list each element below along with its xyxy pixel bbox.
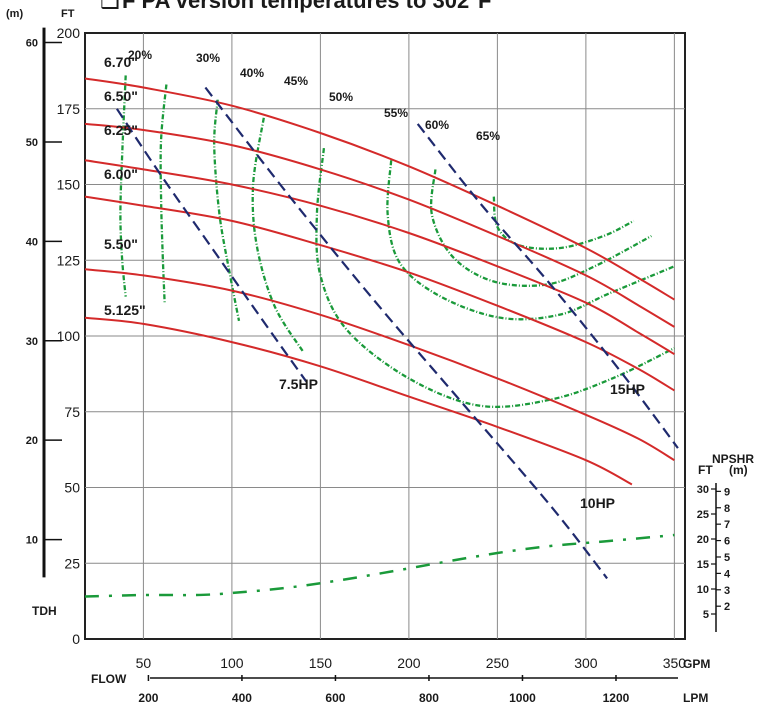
gpm-tick-label: 250 xyxy=(486,655,510,671)
ft-tick-label: 50 xyxy=(64,480,80,496)
ft-tick-label: 150 xyxy=(57,177,81,193)
efficiency-curve xyxy=(315,147,675,409)
efficiency-label: 40% xyxy=(240,66,264,80)
hp-curves xyxy=(115,86,679,580)
meters-axis: 10 20 30 40 50 60 xyxy=(26,27,62,578)
efficiency-label: 30% xyxy=(196,51,220,65)
hp-curve xyxy=(204,86,608,580)
npshr-m-tick-label: 6 xyxy=(724,536,730,548)
gpm-tick-label: 300 xyxy=(574,655,598,671)
impeller-curve xyxy=(84,195,675,392)
efficiency-curve xyxy=(430,169,652,287)
impeller-label: 6.50" xyxy=(104,88,138,104)
impeller-curve xyxy=(84,77,675,301)
npshr-ft-tick-label: 25 xyxy=(697,509,709,521)
npshr-m-tick-label: 8 xyxy=(724,503,730,515)
gpm-tick-label: 150 xyxy=(309,655,333,671)
lpm-tick-label: 600 xyxy=(325,691,345,705)
lpm-tick-label: 1200 xyxy=(603,691,630,705)
impeller-label: 5.125" xyxy=(104,302,146,318)
meters-tick-label: 20 xyxy=(26,435,38,447)
ft-tick-label: 200 xyxy=(57,25,81,41)
ft-tick-label: 0 xyxy=(72,631,80,647)
impeller-label: 6.00" xyxy=(104,166,138,182)
impeller-curves xyxy=(84,77,675,486)
hp-curve xyxy=(416,123,679,449)
npshr-ft-tick-label: 20 xyxy=(697,534,709,546)
efficiency-label: 20% xyxy=(128,48,152,62)
impeller-label: 6.25" xyxy=(104,122,138,138)
efficiency-label: 50% xyxy=(329,90,353,104)
hp-curve xyxy=(115,108,308,383)
npshr-curve xyxy=(84,533,675,598)
npshr-m-tick-label: 3 xyxy=(724,585,730,597)
npshr-m-tick-label: 2 xyxy=(724,601,730,613)
npshr-axis: 5 10 15 20 25 30 2 3 4 5 6 7 8 9 xyxy=(697,483,731,632)
gpm-tick-label: 50 xyxy=(136,655,152,671)
grid-lines xyxy=(85,33,685,639)
tdh-label: TDH xyxy=(32,604,57,618)
impeller-curve xyxy=(84,122,675,328)
hp-label: 7.5HP xyxy=(279,376,318,392)
m-unit-label: (m) xyxy=(6,8,23,20)
ft-unit-label: FT xyxy=(61,8,75,20)
meters-tick-label: 60 xyxy=(26,38,38,50)
impeller-curve xyxy=(84,316,633,486)
efficiency-curve xyxy=(386,160,675,321)
npshr-m-tick-label: 4 xyxy=(724,568,731,580)
impeller-curve xyxy=(84,268,675,462)
curve-labels: 6.70" 6.50" 6.25" 6.00" 5.50" 5.125" 20% 30% 40%… xyxy=(104,48,645,511)
npshr-ft-tick-label: 5 xyxy=(703,609,709,621)
hp-label: 15HP xyxy=(610,381,645,397)
gpm-tick-label: 350 xyxy=(663,655,687,671)
impeller-label: 6.70" xyxy=(104,54,138,70)
efficiency-label: 45% xyxy=(284,74,308,88)
gpm-label: GPM xyxy=(683,657,710,671)
efficiency-curve xyxy=(251,117,304,352)
chart-title: F PA version temperatures to 302°F xyxy=(122,0,491,13)
npshr-curve-line xyxy=(84,533,675,598)
meters-tick-label: 40 xyxy=(26,236,38,248)
lpm-tick-label: 400 xyxy=(232,691,252,705)
lpm-tick-label: 200 xyxy=(138,691,158,705)
npshr-m-tick-label: 7 xyxy=(724,519,730,531)
npshr-m-tick-label: 9 xyxy=(724,486,730,498)
ft-tick-label: 25 xyxy=(64,555,80,571)
ft-tick-label: 125 xyxy=(57,252,81,268)
efficiency-curve xyxy=(159,84,168,303)
meters-tick-label: 10 xyxy=(26,535,38,547)
lpm-tick-label: 800 xyxy=(419,691,439,705)
efficiency-label: 55% xyxy=(384,106,408,120)
ft-tick-label: 175 xyxy=(57,101,81,117)
gpm-tick-label: 100 xyxy=(220,655,244,671)
title-marker-icon: ❑ xyxy=(100,0,120,13)
npshr-m-tick-label: 5 xyxy=(724,552,730,564)
efficiency-label: 65% xyxy=(476,129,500,143)
meters-tick-label: 50 xyxy=(26,137,38,149)
lpm-tick-labels: 200 400 600 800 1000 1200 xyxy=(138,675,678,705)
impeller-label: 5.50" xyxy=(104,236,138,252)
lpm-tick-label: 1000 xyxy=(509,691,536,705)
impeller-curve xyxy=(84,159,675,356)
meters-tick-label: 30 xyxy=(26,336,38,348)
flow-label: FLOW xyxy=(91,672,127,686)
ft-tick-labels: 0 25 50 75 100 125 150 175 200 xyxy=(57,25,81,647)
npshr-ft-tick-label: 10 xyxy=(697,584,709,596)
npshr-ft-tick-label: 15 xyxy=(697,559,709,571)
hp-label: 10HP xyxy=(580,495,615,511)
gpm-tick-labels: 50 100 150 200 250 300 350 xyxy=(136,655,687,671)
npshr-ft-tick-label: 30 xyxy=(697,484,709,496)
gpm-tick-label: 200 xyxy=(397,655,421,671)
npshr-m-unit: (m) xyxy=(729,463,748,477)
lpm-label: LPM xyxy=(683,691,708,705)
ft-tick-label: 100 xyxy=(57,328,81,344)
ft-tick-label: 75 xyxy=(64,404,80,420)
efficiency-label: 60% xyxy=(425,118,449,132)
npshr-label: NPSHR xyxy=(712,452,754,466)
npshr-ft-unit: FT xyxy=(698,463,713,477)
